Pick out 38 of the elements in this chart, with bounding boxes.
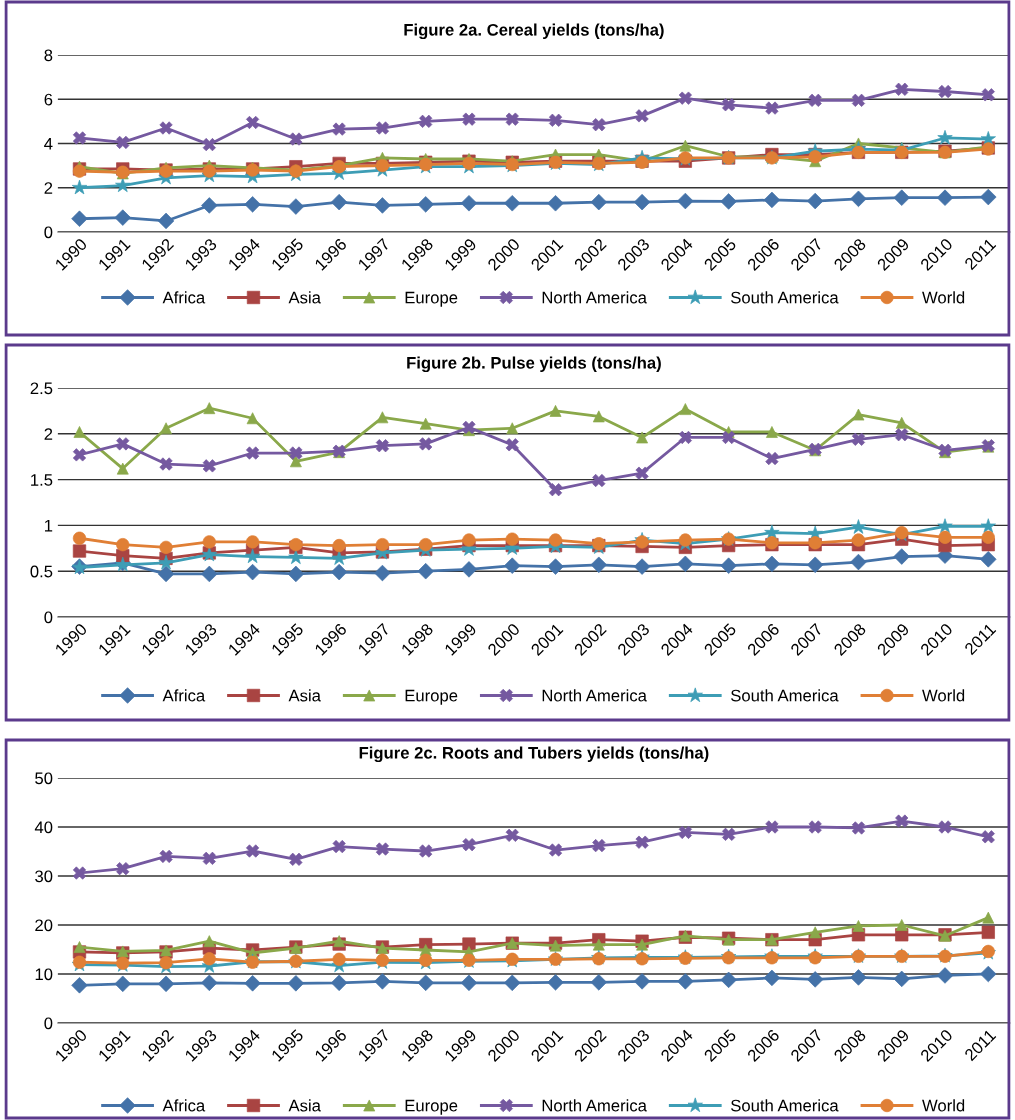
chart-title: Figure 2c. Roots and Tubers yields (tons/ha) — [359, 746, 709, 763]
legend-label: Asia — [288, 291, 321, 304]
y-tick-label: 1.5 — [31, 474, 53, 486]
y-tick-label: 0.5 — [30, 565, 53, 578]
y-tick-label: 50 — [35, 772, 53, 785]
y-tick-label: 10 — [35, 968, 53, 981]
y-tick-label: 4 — [44, 138, 53, 150]
legend-label: World — [922, 291, 965, 304]
legend-label: Africa — [162, 291, 206, 304]
legend-label: Asia — [288, 1099, 321, 1112]
y-tick-label: 0 — [44, 1017, 53, 1030]
y-tick-label: 20 — [35, 919, 53, 932]
y-tick-label: 0 — [44, 611, 53, 624]
legend-label: Africa — [162, 1099, 206, 1112]
legend-label: Europe — [405, 1099, 458, 1115]
legend-label: South America — [731, 291, 839, 304]
y-tick-label: 8 — [44, 49, 53, 62]
y-tick-label: 2 — [44, 182, 53, 194]
legend-label: Asia — [288, 689, 321, 702]
y-tick-label: 0 — [44, 226, 53, 239]
legend-label: Europe — [405, 291, 458, 307]
y-tick-label: 40 — [34, 821, 53, 834]
legend-label: Europe — [405, 689, 458, 705]
legend-label: South America — [731, 1099, 839, 1112]
legend-label: North America — [542, 689, 647, 702]
y-tick-label: 2 — [44, 428, 53, 440]
y-tick-label: 2.5 — [30, 382, 53, 395]
y-tick-label: 6 — [44, 93, 53, 106]
legend-label: South America — [731, 689, 839, 702]
legend-label: World — [922, 689, 965, 702]
legend-label: North America — [542, 291, 647, 304]
y-tick-label: 30 — [35, 870, 53, 883]
y-tick-label: 1 — [45, 519, 53, 532]
chart-title: Figure 2a. Cereal yields (tons/ha) — [404, 23, 664, 40]
legend-label: North America — [542, 1099, 647, 1112]
legend-label: Africa — [162, 689, 206, 702]
chart-title: Figure 2b. Pulse yields (tons/ha) — [407, 356, 661, 373]
legend-label: World — [922, 1099, 965, 1112]
